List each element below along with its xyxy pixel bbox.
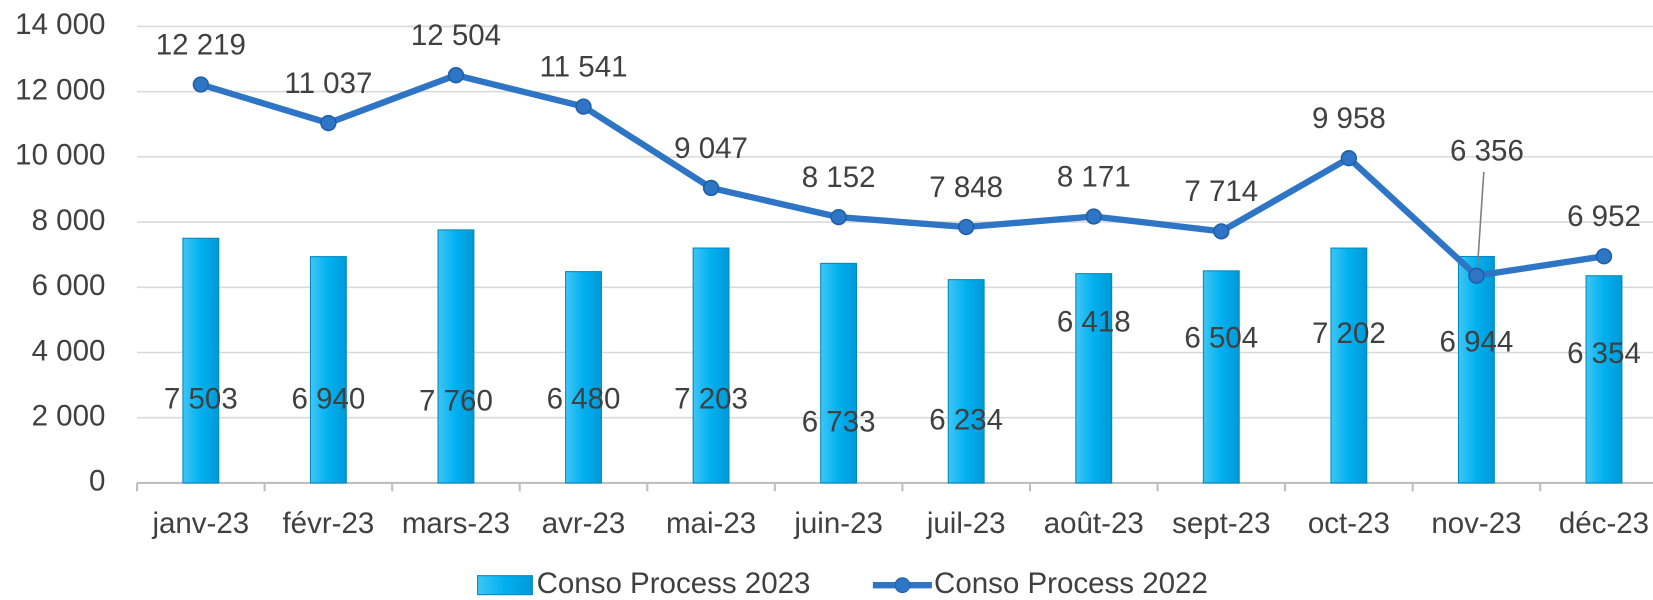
line-value-label: 6 356	[1450, 135, 1524, 168]
bar-value-label: 6 504	[1184, 321, 1258, 354]
y-tick-label: 8 000	[32, 204, 106, 237]
x-tick-label: févr-23	[282, 507, 374, 540]
legend-marker	[894, 577, 911, 594]
y-tick-label: 6 000	[32, 269, 106, 302]
line-value-label: 12 504	[411, 19, 501, 52]
line-value-label: 8 152	[802, 161, 876, 194]
bar-value-label: 7 503	[164, 382, 238, 415]
bar-value-label: 6 354	[1567, 337, 1641, 370]
leader-line	[1476, 171, 1485, 268]
line-value-label: 6 952	[1567, 200, 1641, 233]
y-tick-label: 4 000	[32, 334, 106, 367]
line-marker	[1213, 223, 1230, 240]
line-marker	[702, 179, 720, 197]
bar	[182, 237, 220, 484]
legend-swatch	[477, 575, 533, 596]
bar-value-label: 6 733	[802, 406, 876, 439]
line-marker	[1468, 267, 1485, 284]
line-marker	[192, 76, 209, 93]
line-marker	[1085, 208, 1102, 225]
line-marker	[575, 98, 592, 115]
bar	[437, 229, 475, 484]
x-tick-label: sept-23	[1172, 507, 1270, 540]
x-tick-label: juin-23	[793, 507, 883, 540]
line-value-label: 7 848	[929, 171, 1003, 204]
line-value-label: 7 714	[1184, 175, 1258, 208]
bar-value-label: 7 202	[1312, 317, 1386, 350]
line-value-label: 11 541	[539, 50, 627, 83]
bar	[1075, 273, 1113, 484]
bar-value-label: 6 418	[1057, 306, 1131, 339]
bar	[820, 262, 858, 484]
y-tick-label: 0	[89, 465, 105, 498]
line-marker	[447, 67, 465, 84]
bar-value-label: 6 944	[1440, 326, 1514, 359]
bar	[1330, 247, 1368, 484]
y-tick-label: 2 000	[32, 399, 106, 432]
line-value-label: 11 037	[284, 67, 372, 100]
bar	[1585, 275, 1623, 484]
line-value-label: 12 219	[156, 28, 246, 61]
bar-value-label: 7 760	[419, 385, 493, 418]
line-marker	[830, 208, 847, 226]
bar	[1457, 255, 1495, 484]
x-tick-label: avr-23	[542, 507, 626, 540]
x-tick-label: mai-23	[666, 507, 756, 540]
line-marker	[320, 114, 337, 132]
bar	[947, 279, 985, 484]
y-tick-label: 10 000	[15, 139, 105, 172]
x-tick-label: oct-23	[1308, 507, 1390, 540]
x-tick-label: août-23	[1044, 507, 1144, 540]
bar-value-label: 6 234	[929, 404, 1003, 437]
x-tick-label: juil-23	[926, 507, 1006, 540]
y-tick-label: 12 000	[15, 73, 105, 106]
legend-label: Conso Process 2022	[934, 567, 1208, 600]
line-value-label: 8 171	[1057, 160, 1131, 193]
line-marker	[1340, 150, 1358, 167]
line	[199, 72, 1605, 279]
x-tick-label: déc-23	[1559, 507, 1649, 540]
bar	[692, 247, 730, 484]
bar	[309, 256, 347, 484]
bar-value-label: 7 203	[674, 382, 748, 415]
line-value-label: 9 958	[1312, 102, 1386, 135]
x-tick-label: mars-23	[402, 507, 510, 540]
legend-label: Conso Process 2023	[537, 567, 811, 600]
line-marker	[958, 218, 975, 236]
line-value-label: 9 047	[674, 132, 748, 165]
y-tick-label: 14 000	[15, 8, 105, 41]
line-marker	[1595, 248, 1613, 265]
bar-value-label: 6 940	[291, 382, 365, 415]
bar-value-label: 6 480	[547, 382, 621, 415]
x-tick-label: janv-23	[151, 507, 249, 540]
x-tick-label: nov-23	[1431, 507, 1521, 540]
bar	[565, 271, 602, 484]
bar	[1202, 270, 1240, 484]
